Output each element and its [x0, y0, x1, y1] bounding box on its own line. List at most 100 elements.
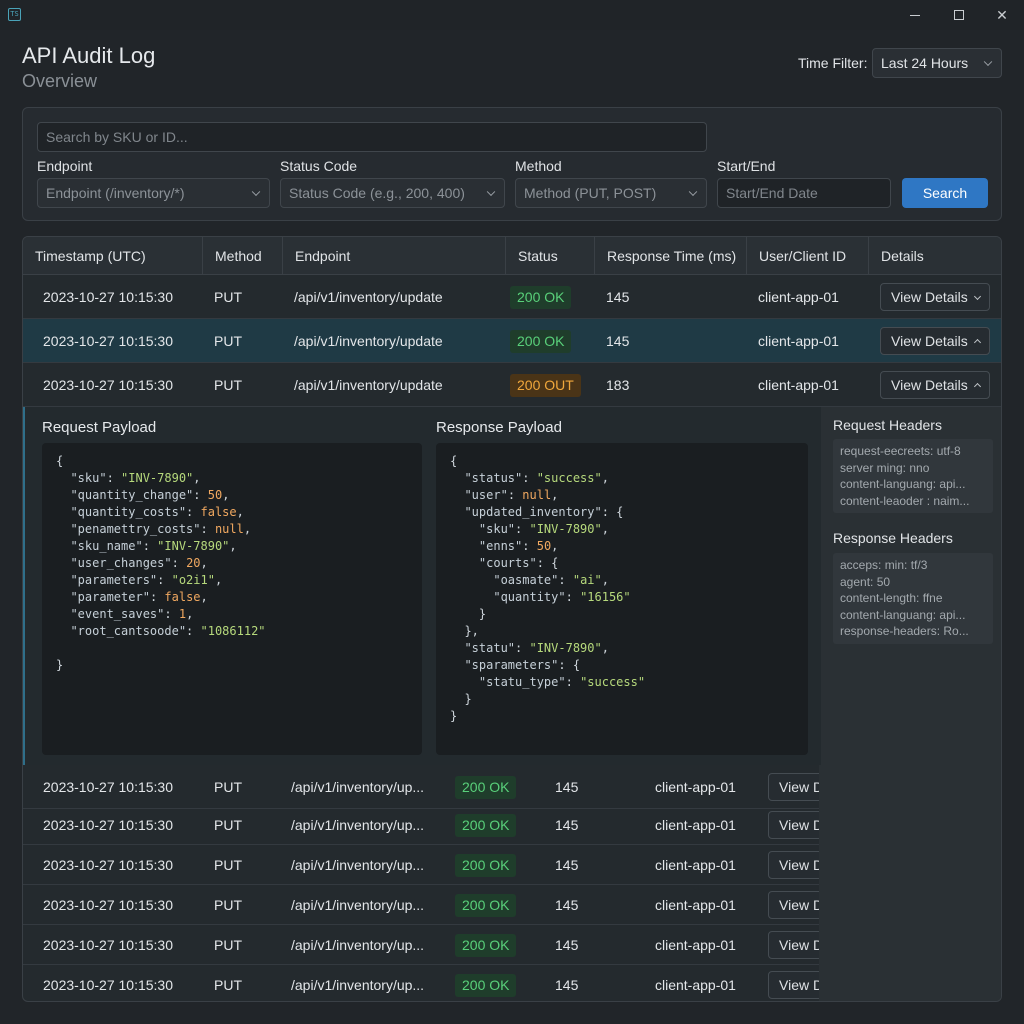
- response-code-line: {: [450, 454, 458, 468]
- request-code-line: "event_saves": 1,: [70, 607, 194, 621]
- cell-response-time: 145: [606, 333, 630, 349]
- endpoint-select-value: Endpoint (/inventory/*): [46, 185, 185, 201]
- request-code-line: "user_changes": 20,: [70, 556, 208, 570]
- response-code-line: "sparameters": {: [464, 658, 581, 672]
- view-details-button[interactable]: View D: [768, 811, 828, 839]
- app-icon: TS: [8, 8, 21, 21]
- search-button[interactable]: Search: [902, 178, 988, 208]
- date-range-input[interactable]: Start/End Date: [717, 178, 891, 208]
- status-badge: 200 OK: [455, 814, 517, 837]
- search-input[interactable]: Search by SKU or ID...: [37, 122, 707, 152]
- response-code-line: }: [450, 607, 487, 621]
- request-payload-title: Request Payload: [42, 419, 157, 436]
- cell-endpoint: /api/v1/inventory/up...: [291, 897, 425, 913]
- cell-response-time: 145: [555, 937, 579, 953]
- column-header-details[interactable]: Details: [881, 248, 924, 264]
- response-code-line: "quantity": "16156": [493, 590, 631, 604]
- time-filter-select[interactable]: Last 24 Hours: [872, 48, 1002, 78]
- view-details-button[interactable]: View D: [768, 891, 828, 919]
- endpoint-select[interactable]: Endpoint (/inventory/*): [37, 178, 270, 208]
- cell-timestamp: 2023-10-27 10:15:30: [43, 779, 173, 795]
- date-range-placeholder: Start/End Date: [726, 185, 818, 201]
- response-code-line: "statu": "INV-7890",: [464, 641, 609, 655]
- response-code-line: "courts": {: [478, 556, 559, 570]
- method-select[interactable]: Method (PUT, POST): [515, 178, 707, 208]
- view-details-button[interactable]: View D: [768, 851, 828, 879]
- column-header-endpoint[interactable]: Endpoint: [283, 237, 506, 275]
- maximize-button[interactable]: [937, 0, 981, 30]
- column-header-timestamp[interactable]: Timestamp (UTC): [23, 237, 203, 275]
- view-details-button[interactable]: View Details: [880, 283, 990, 311]
- response-header-line: acceps: min: tf/3: [840, 558, 928, 572]
- window-titlebar: TS ✕: [0, 0, 1024, 30]
- status-code-select[interactable]: Status Code (e.g., 200, 400): [280, 178, 505, 208]
- chevron-down-icon: [251, 187, 261, 197]
- view-details-button[interactable]: View D: [768, 773, 828, 801]
- method-select-value: Method (PUT, POST): [524, 185, 657, 201]
- cell-method: PUT: [214, 377, 242, 393]
- date-label: Start/End: [717, 158, 776, 174]
- request-headers-title: Request Headers: [833, 417, 942, 433]
- headers-sidebar: Request Headers request-eecreets: utf-8 …: [821, 407, 1001, 765]
- status-code-select-value: Status Code (e.g., 200, 400): [289, 185, 465, 201]
- response-code-line: "status": "success",: [464, 471, 609, 485]
- cell-client-id: client-app-01: [655, 817, 736, 833]
- table-row[interactable]: 2023-10-27 10:15:30 PUT /api/v1/inventor…: [23, 319, 1001, 363]
- request-code-line: "quantity_change": 50,: [70, 488, 230, 502]
- view-details-button[interactable]: View D: [768, 971, 828, 999]
- request-header-line: content-languang: api...: [840, 477, 966, 491]
- table-row[interactable]: 2023-10-27 10:15:30 PUT /api/v1/inventor…: [23, 845, 828, 885]
- method-label: Method: [515, 158, 562, 174]
- cell-endpoint: /api/v1/inventory/up...: [291, 937, 425, 953]
- cell-response-time: 145: [606, 289, 630, 305]
- response-header-line: agent: 50: [840, 574, 891, 589]
- view-details-button[interactable]: View Details: [880, 371, 990, 399]
- cell-timestamp: 2023-10-27 10:15:30: [43, 377, 173, 393]
- table-row[interactable]: 2023-10-27 10:15:30 PUT /api/v1/inventor…: [23, 925, 828, 965]
- view-details-label: View D: [779, 779, 824, 795]
- chevron-down-icon: [688, 187, 698, 197]
- column-header-response-time[interactable]: Response Time (ms): [595, 237, 747, 275]
- cell-endpoint: /api/v1/inventory/up...: [291, 857, 425, 873]
- cell-endpoint: /api/v1/inventory/up...: [291, 779, 425, 795]
- request-code-line: "sku": "INV-7890",: [70, 471, 201, 485]
- cell-timestamp: 2023-10-27 10:15:30: [43, 937, 173, 953]
- request-header-line: content-leaoder : naim...: [840, 493, 970, 508]
- column-header-client-id[interactable]: User/Client ID: [747, 237, 869, 275]
- table-row[interactable]: 2023-10-27 10:15:30 PUT /api/v1/inventor…: [23, 805, 828, 845]
- view-details-button[interactable]: View D: [768, 931, 828, 959]
- column-header-method[interactable]: Method: [203, 237, 283, 275]
- view-details-label: View D: [779, 977, 824, 993]
- table-row[interactable]: 2023-10-27 10:15:30 PUT /api/v1/inventor…: [23, 363, 1001, 407]
- cell-response-time: 145: [555, 817, 579, 833]
- status-badge: 200 OK: [455, 894, 517, 917]
- chevron-down-icon: [973, 292, 982, 301]
- request-code-line: "penamettry_costs": null,: [70, 522, 252, 536]
- request-headers-box: request-eecreets: utf-8 server ming: nno…: [833, 439, 993, 513]
- expanded-details-panel: Request Payload { "sku": "INV-7890", "qu…: [23, 407, 1001, 765]
- cell-client-id: client-app-01: [655, 779, 736, 795]
- table-row[interactable]: 2023-10-27 10:15:30 PUT /api/v1/inventor…: [23, 965, 828, 1001]
- close-button[interactable]: ✕: [980, 0, 1024, 30]
- page-title: API Audit Log: [22, 43, 156, 68]
- cell-method: PUT: [214, 937, 242, 953]
- table-row[interactable]: 2023-10-27 10:15:30 PUT /api/v1/inventor…: [23, 765, 828, 809]
- column-header-status[interactable]: Status: [506, 237, 595, 275]
- cell-method: PUT: [214, 333, 242, 349]
- cell-timestamp: 2023-10-27 10:15:30: [43, 333, 173, 349]
- minimize-button[interactable]: [893, 0, 937, 30]
- cell-timestamp: 2023-10-27 10:15:30: [43, 817, 173, 833]
- table-row[interactable]: 2023-10-27 10:15:30 PUT /api/v1/inventor…: [23, 885, 828, 925]
- cell-response-time: 183: [606, 377, 630, 393]
- view-details-button[interactable]: View Details: [880, 327, 990, 355]
- request-code-line: }: [56, 658, 64, 672]
- request-code-line: "parameters": "o2i1",: [70, 573, 223, 587]
- table-row[interactable]: 2023-10-27 10:15:30 PUT /api/v1/inventor…: [23, 275, 1001, 319]
- request-header-line: server ming: nno: [840, 460, 930, 475]
- endpoint-label: Endpoint: [37, 158, 93, 174]
- response-headers-title: Response Headers: [833, 530, 953, 546]
- cell-endpoint: /api/v1/inventory/up...: [291, 977, 425, 993]
- response-payload-title: Response Payload: [436, 419, 562, 436]
- status-badge: 200 OUT: [510, 374, 581, 397]
- status-badge: 200 OK: [455, 934, 517, 957]
